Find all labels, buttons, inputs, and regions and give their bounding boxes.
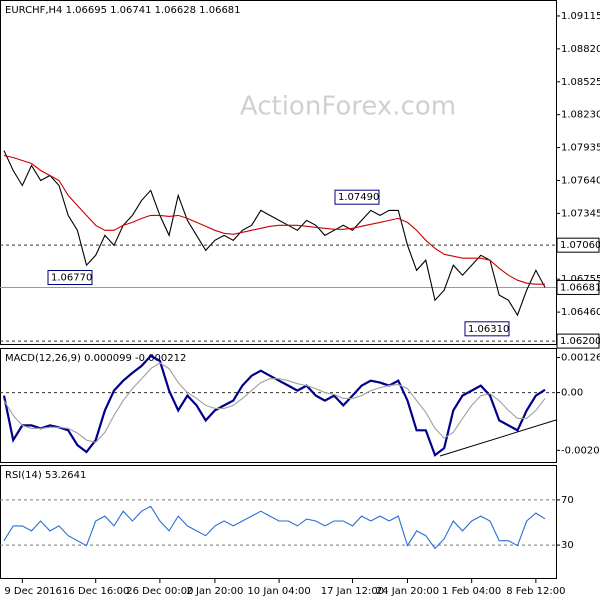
watermark: ActionForex.com bbox=[240, 92, 456, 122]
annotation-label: 1.07490 bbox=[338, 192, 379, 203]
price-panel-frame bbox=[0, 0, 557, 345]
series-line bbox=[3, 505, 546, 550]
y-tick-label: 0.00 bbox=[561, 388, 583, 399]
y-tick-label: 1.07640 bbox=[561, 175, 600, 186]
y-tick-label: 1.06755 bbox=[561, 274, 600, 285]
level-label: 1.07060 bbox=[560, 240, 600, 251]
y-tick-label: 1.08230 bbox=[561, 110, 600, 121]
annotation-box bbox=[47, 270, 93, 286]
y-tick-label: 1.08525 bbox=[561, 77, 600, 88]
level-label-box bbox=[556, 333, 600, 349]
x-tick-label: 10 Jan 04:00 bbox=[247, 586, 310, 597]
level-label: 1.06200 bbox=[560, 336, 600, 347]
annotation-label: 1.06310 bbox=[468, 324, 509, 335]
series-line bbox=[3, 150, 546, 317]
x-tick-label: 17 Jan 12:00 bbox=[321, 586, 384, 597]
level-label-box bbox=[556, 237, 600, 253]
x-tick-label: 24 Jan 20:00 bbox=[376, 586, 439, 597]
rsi-panel-frame bbox=[0, 465, 557, 579]
y-tick-label: 70 bbox=[561, 495, 574, 506]
x-tick-label: 16 Dec 16:00 bbox=[62, 586, 129, 597]
y-tick-label: 1.06460 bbox=[561, 307, 600, 318]
y-tick-label: 1.09115 bbox=[561, 11, 600, 22]
y-tick-label: 1.08820 bbox=[561, 44, 600, 55]
y-tick-label: 1.07935 bbox=[561, 143, 600, 154]
y-tick-label: 1.07345 bbox=[561, 208, 600, 219]
x-tick-label: 9 Dec 2016 bbox=[4, 586, 62, 597]
x-tick-label: 26 Dec 00:00 bbox=[126, 586, 193, 597]
y-tick-label: 0.001263 bbox=[561, 353, 600, 364]
x-tick-label: 8 Feb 12:00 bbox=[506, 586, 565, 597]
price-title: EURCHF,H4 1.06695 1.06741 1.06628 1.0668… bbox=[5, 5, 241, 16]
trend-line bbox=[439, 419, 557, 457]
macd-title: MACD(12,26,9) 0.000099 -0.000212 bbox=[5, 353, 186, 364]
rsi-title: RSI(14) 53.2641 bbox=[5, 470, 86, 481]
annotation-box bbox=[334, 189, 380, 205]
y-tick-label: 30 bbox=[561, 540, 574, 551]
series-line bbox=[3, 362, 546, 443]
series-line bbox=[2, 354, 546, 457]
annotation-label: 1.06770 bbox=[51, 273, 92, 284]
macd-panel-frame bbox=[0, 348, 557, 463]
x-tick-label: 2 Jan 20:00 bbox=[186, 586, 243, 597]
level-label: 1.06681 bbox=[560, 282, 600, 293]
x-tick-label: 1 Feb 04:00 bbox=[442, 586, 501, 597]
y-tick-label: -0.00208 bbox=[561, 445, 600, 456]
series-line bbox=[3, 155, 545, 285]
annotation-box bbox=[464, 321, 510, 337]
level-label-box bbox=[556, 279, 600, 295]
